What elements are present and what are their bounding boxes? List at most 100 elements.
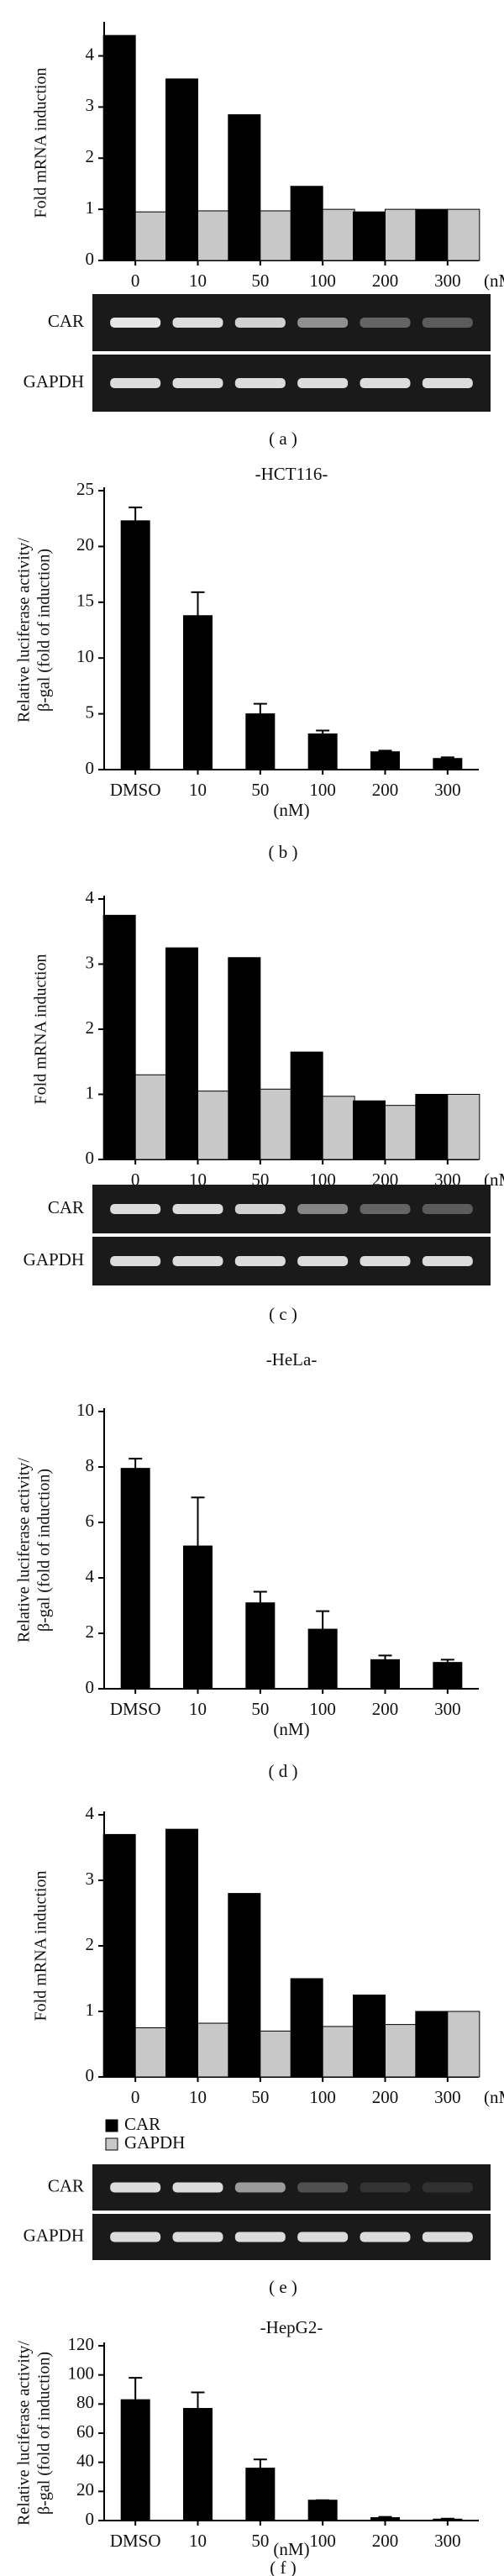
x-tick-label: 100 xyxy=(309,2531,336,2551)
gel-band xyxy=(172,2182,223,2193)
legend-label: CAR xyxy=(124,2114,160,2134)
bar xyxy=(228,1893,261,2078)
x-axis-label: (nM) xyxy=(273,2539,309,2559)
bar xyxy=(102,1833,136,2078)
y-axis-label: Fold mRNA induction xyxy=(32,954,50,1105)
y-tick-label: 20 xyxy=(76,534,94,555)
bar xyxy=(370,751,400,770)
bar xyxy=(307,733,338,770)
bar xyxy=(385,1105,417,1160)
y-tick-label: 3 xyxy=(86,952,95,972)
chart-title: -HepG2- xyxy=(260,2317,323,2337)
gel-label: CAR xyxy=(48,2175,84,2195)
bar xyxy=(415,1094,449,1160)
y-tick-label: 25 xyxy=(76,479,94,499)
gel-band xyxy=(297,378,349,388)
x-tick-label: 300 xyxy=(434,2087,461,2107)
error-bar xyxy=(378,1654,392,1660)
error-bar xyxy=(129,1458,143,1469)
gel-label: GAPDH xyxy=(24,2225,84,2245)
bar xyxy=(433,758,463,770)
bar xyxy=(385,208,417,261)
y-tick-label: 0 xyxy=(86,249,95,269)
error-bar xyxy=(440,2517,454,2520)
y-tick-label: 6 xyxy=(86,1511,95,1531)
x-tick-label: 50 xyxy=(251,1170,269,1190)
bar xyxy=(120,1468,150,1690)
gel-band xyxy=(297,2232,349,2242)
bar xyxy=(385,2024,417,2078)
bar xyxy=(245,1602,276,1690)
y-tick-label: 2 xyxy=(86,1934,95,1954)
x-tick-label: 300 xyxy=(434,271,461,291)
error-bar xyxy=(253,702,267,714)
y-tick-label: 2 xyxy=(86,146,95,166)
gel-band xyxy=(110,1204,161,1214)
y-tick-label: 4 xyxy=(86,887,95,907)
bar xyxy=(245,2468,276,2521)
gel-band xyxy=(234,1256,286,1266)
gel-label: CAR xyxy=(48,1197,84,1217)
gel-band xyxy=(297,1256,349,1266)
bar xyxy=(290,1051,323,1160)
error-bar xyxy=(191,2391,205,2409)
gel-band xyxy=(110,318,161,328)
gel-band xyxy=(172,378,223,388)
error-bar xyxy=(191,1496,205,1547)
bar xyxy=(197,2022,230,2078)
gel-band xyxy=(360,318,411,328)
x-tick-label: 200 xyxy=(372,780,399,800)
legend-swatch xyxy=(105,2119,118,2132)
y-tick-label: 0 xyxy=(86,758,95,778)
x-tick-label: 0 xyxy=(131,1170,140,1190)
gel-band xyxy=(172,318,223,328)
y-tick-label: 0 xyxy=(86,1148,95,1168)
bar xyxy=(228,957,261,1160)
x-tick-label: 100 xyxy=(309,271,336,291)
x-tick-label: DMSO xyxy=(110,2531,161,2551)
bar xyxy=(260,1088,293,1160)
bar xyxy=(353,1995,386,2078)
bar xyxy=(197,210,230,261)
gel-band xyxy=(422,2182,473,2193)
y-tick-label: 3 xyxy=(86,1869,95,1889)
x-tick-label: 0 xyxy=(131,271,140,291)
gel-label: GAPDH xyxy=(24,371,84,392)
error-bar xyxy=(316,1610,330,1630)
gel-band xyxy=(360,1204,411,1214)
gel-band xyxy=(110,2232,161,2242)
gel-band xyxy=(360,2232,411,2242)
bar xyxy=(165,1828,198,2078)
x-tick-label: 200 xyxy=(372,1699,399,1719)
y-tick-label: 0 xyxy=(86,2509,95,2529)
bar xyxy=(447,2011,480,2078)
gel-label: GAPDH xyxy=(24,1249,84,1270)
y-tick-label: 0 xyxy=(86,2065,95,2085)
bar xyxy=(134,1074,168,1160)
bar xyxy=(370,2517,400,2521)
y-tick-label: 1 xyxy=(86,2000,95,2020)
error-bar xyxy=(316,729,330,734)
panel-caption: ( e ) xyxy=(269,2277,297,2297)
bar xyxy=(134,2027,168,2078)
gel-band xyxy=(422,1256,473,1266)
error-bar xyxy=(129,2377,143,2400)
gel-band xyxy=(234,2232,286,2242)
gel-band xyxy=(110,2182,161,2193)
chart-title: -HeLa- xyxy=(266,1349,318,1369)
panel-caption: ( f ) xyxy=(270,2558,296,2576)
gel-band xyxy=(297,2182,349,2193)
bar xyxy=(307,2500,338,2521)
y-tick-label: 100 xyxy=(68,2363,95,2383)
gel-band xyxy=(110,378,161,388)
gel-band xyxy=(234,378,286,388)
y-axis-label: Relative luciferase activity/ xyxy=(15,538,34,723)
bar xyxy=(353,211,386,261)
bar xyxy=(165,947,198,1160)
bar xyxy=(322,1096,355,1160)
x-tick-label: 10 xyxy=(189,2531,207,2551)
x-axis-label: (nM) xyxy=(273,800,309,820)
bar xyxy=(260,2030,293,2078)
y-tick-label: 5 xyxy=(86,702,95,722)
bar xyxy=(290,1978,323,2078)
